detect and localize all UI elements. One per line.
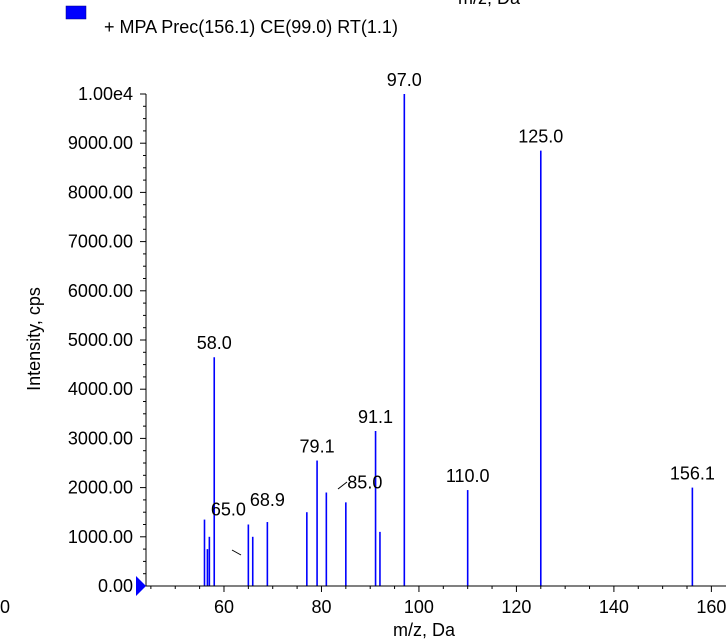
x-tick-label: 140	[599, 597, 629, 617]
legend: + MPA Prec(156.1) CE(99.0) RT(1.1)	[65, 5, 398, 37]
x-axis-title: m/z, Da	[393, 620, 456, 640]
x-tick-label: 0	[0, 597, 10, 617]
x-tick-label: 160	[696, 597, 726, 617]
x-tick-label: 60	[214, 597, 234, 617]
peak-labels: 58.0 65.0 68.9 79.1 85.0 91.1 97.0 110.0 125.0 15…	[197, 70, 715, 556]
x-axis-ticks: 0 60 80 100 120 140 160	[0, 586, 726, 617]
peak-bars	[203, 94, 694, 586]
peak-label: 97.0	[387, 70, 422, 90]
peak-label: 68.9	[250, 490, 285, 510]
peak-label: 125.0	[518, 127, 563, 147]
y-tick-label: 1000.00	[68, 527, 133, 547]
y-tick-label: 5000.00	[68, 330, 133, 350]
top-cut-label: m/z, Da	[458, 0, 521, 8]
y-axis-ticks: 0.00 1000.00 2000.00 3000.00 4000.00 5000.00 6…	[68, 84, 146, 596]
y-tick-label: 8000.00	[68, 182, 133, 202]
legend-label: + MPA Prec(156.1) CE(99.0) RT(1.1)	[104, 17, 398, 37]
peak-label: 91.1	[358, 407, 393, 427]
y-tick-label: 9000.00	[68, 133, 133, 153]
peak-label: 79.1	[300, 437, 335, 457]
peak-label: 85.0	[347, 472, 382, 492]
y-tick-label: 3000.00	[68, 428, 133, 448]
x-tick-label: 120	[501, 597, 531, 617]
y-tick-label: 4000.00	[68, 379, 133, 399]
x-tick-label: 80	[311, 597, 331, 617]
peak-label-leader	[337, 481, 348, 490]
y-tick-label: 0.00	[98, 576, 133, 596]
y-tick-label: 6000.00	[68, 281, 133, 301]
peak-label: 65.0	[211, 500, 246, 520]
y-tick-label: 1.00e4	[78, 84, 133, 104]
peak-label: 156.1	[670, 464, 715, 484]
peak-label: 58.0	[197, 333, 232, 353]
y-tick-label: 2000.00	[68, 478, 133, 498]
peak-label: 110.0	[446, 466, 490, 486]
y-tick-label: 7000.00	[68, 232, 133, 252]
axis-marker-icon[interactable]	[136, 576, 146, 596]
x-tick-label: 100	[404, 597, 434, 617]
peak-label-leader	[231, 549, 242, 556]
y-axis-title: Intensity, cps	[24, 287, 44, 391]
legend-swatch	[65, 5, 87, 20]
